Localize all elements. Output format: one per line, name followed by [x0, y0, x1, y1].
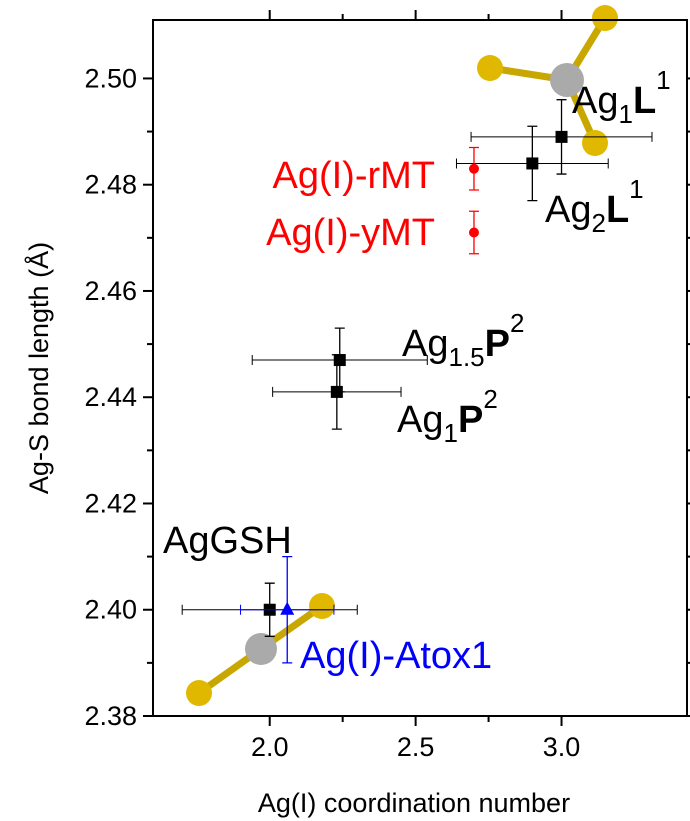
point	[334, 354, 346, 366]
point-label: Ag(I)-yMT	[266, 212, 435, 254]
y-tick-label: 2.44	[84, 382, 137, 412]
label-part: Ag	[397, 399, 443, 441]
label-part: 2	[591, 208, 605, 238]
x-tick-label: 2.5	[397, 732, 435, 762]
label-part: L	[606, 189, 629, 231]
label-part: Ag(I)-Atox1	[300, 635, 492, 677]
y-tick-label: 2.42	[84, 488, 137, 518]
label-part: 1	[629, 174, 643, 204]
chart: Ag(I) coordination number Ag-S bond leng…	[0, 0, 690, 821]
point	[280, 602, 294, 615]
y-tick-label: 2.46	[84, 276, 137, 306]
label-part: Ag	[545, 189, 591, 231]
label-part: P	[485, 323, 510, 365]
point-label: Ag1L1	[572, 65, 671, 129]
plot-frame	[153, 20, 687, 716]
y-tick-label: 2.38	[84, 701, 137, 731]
label-part: 2	[510, 308, 524, 338]
x-tick-label: 2.0	[251, 732, 289, 762]
point	[556, 131, 568, 143]
point	[469, 228, 479, 238]
label-part: 2	[483, 384, 497, 414]
y-axis-title: Ag-S bond length (Å)	[23, 242, 54, 494]
label-part: Ag	[402, 323, 448, 365]
point-label: Ag1P2	[397, 384, 498, 448]
y-tick-label: 2.50	[84, 63, 137, 93]
point-label: Ag(I)-Atox1	[300, 635, 492, 677]
label-part: 1	[618, 99, 632, 129]
label-part: 1.5	[448, 342, 484, 372]
x-tick-label: 3.0	[543, 732, 581, 762]
point-label: Ag1.5P2	[402, 308, 524, 372]
point	[469, 164, 479, 174]
label-part: L	[633, 80, 656, 122]
point	[526, 157, 538, 169]
point-label: Ag(I)-rMT	[272, 155, 435, 197]
y-tick-label: 2.40	[84, 595, 137, 625]
label-part: Ag(I)-rMT	[272, 155, 435, 197]
label-part: AgGSH	[163, 520, 292, 562]
y-tick-label: 2.48	[84, 170, 137, 200]
point-label: AgGSH	[163, 520, 292, 562]
label-part: 1	[443, 418, 457, 448]
label-part: 1	[656, 65, 670, 95]
label-part: Ag(I)-yMT	[266, 212, 435, 254]
label-part: Ag	[572, 80, 618, 122]
x-axis-title: Ag(I) coordination number	[258, 788, 570, 818]
label-part: P	[458, 399, 483, 441]
point	[331, 386, 343, 398]
point-label: Ag2L1	[545, 174, 644, 238]
